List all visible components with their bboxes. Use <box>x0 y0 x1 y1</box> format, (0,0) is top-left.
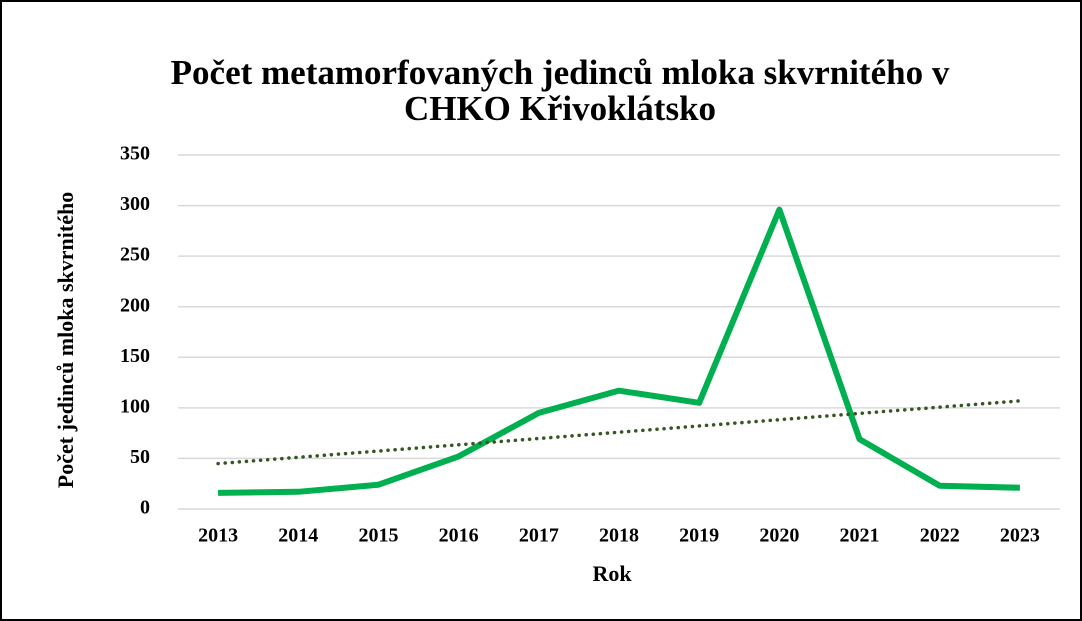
x-tick-label: 2022 <box>920 525 960 547</box>
trendline <box>216 399 1022 466</box>
x-tick-label: 2018 <box>599 525 639 547</box>
x-tick-label: 2020 <box>759 525 799 547</box>
y-tick-label: 100 <box>120 395 150 417</box>
x-tick-label: 2015 <box>358 525 398 547</box>
x-tick-label: 2017 <box>519 525 559 547</box>
x-tick-label: 2023 <box>1000 525 1040 547</box>
x-tick-label: 2021 <box>840 525 880 547</box>
y-tick-label: 200 <box>120 294 150 316</box>
x-tick-label: 2016 <box>439 525 479 547</box>
chart-title: CHKO Křivoklátsko <box>404 89 716 128</box>
data-line <box>218 206 1020 496</box>
y-tick-label: 50 <box>130 446 150 468</box>
x-tick-label: 2019 <box>679 525 719 547</box>
y-tick-label: 300 <box>120 193 150 215</box>
x-axis-title: Rok <box>592 561 632 586</box>
y-tick-label: 350 <box>120 143 150 165</box>
y-tick-label: 150 <box>120 345 150 367</box>
y-tick-label: 250 <box>120 244 150 266</box>
y-axis-title: Počet jedinců mloka skvrnitého <box>53 192 78 488</box>
x-tick-label: 2014 <box>278 525 318 547</box>
x-tick-label: 2013 <box>198 525 238 547</box>
y-tick-label: 0 <box>140 497 150 519</box>
chart-title: Počet metamorfovaných jedinců mloka skvr… <box>171 53 950 92</box>
